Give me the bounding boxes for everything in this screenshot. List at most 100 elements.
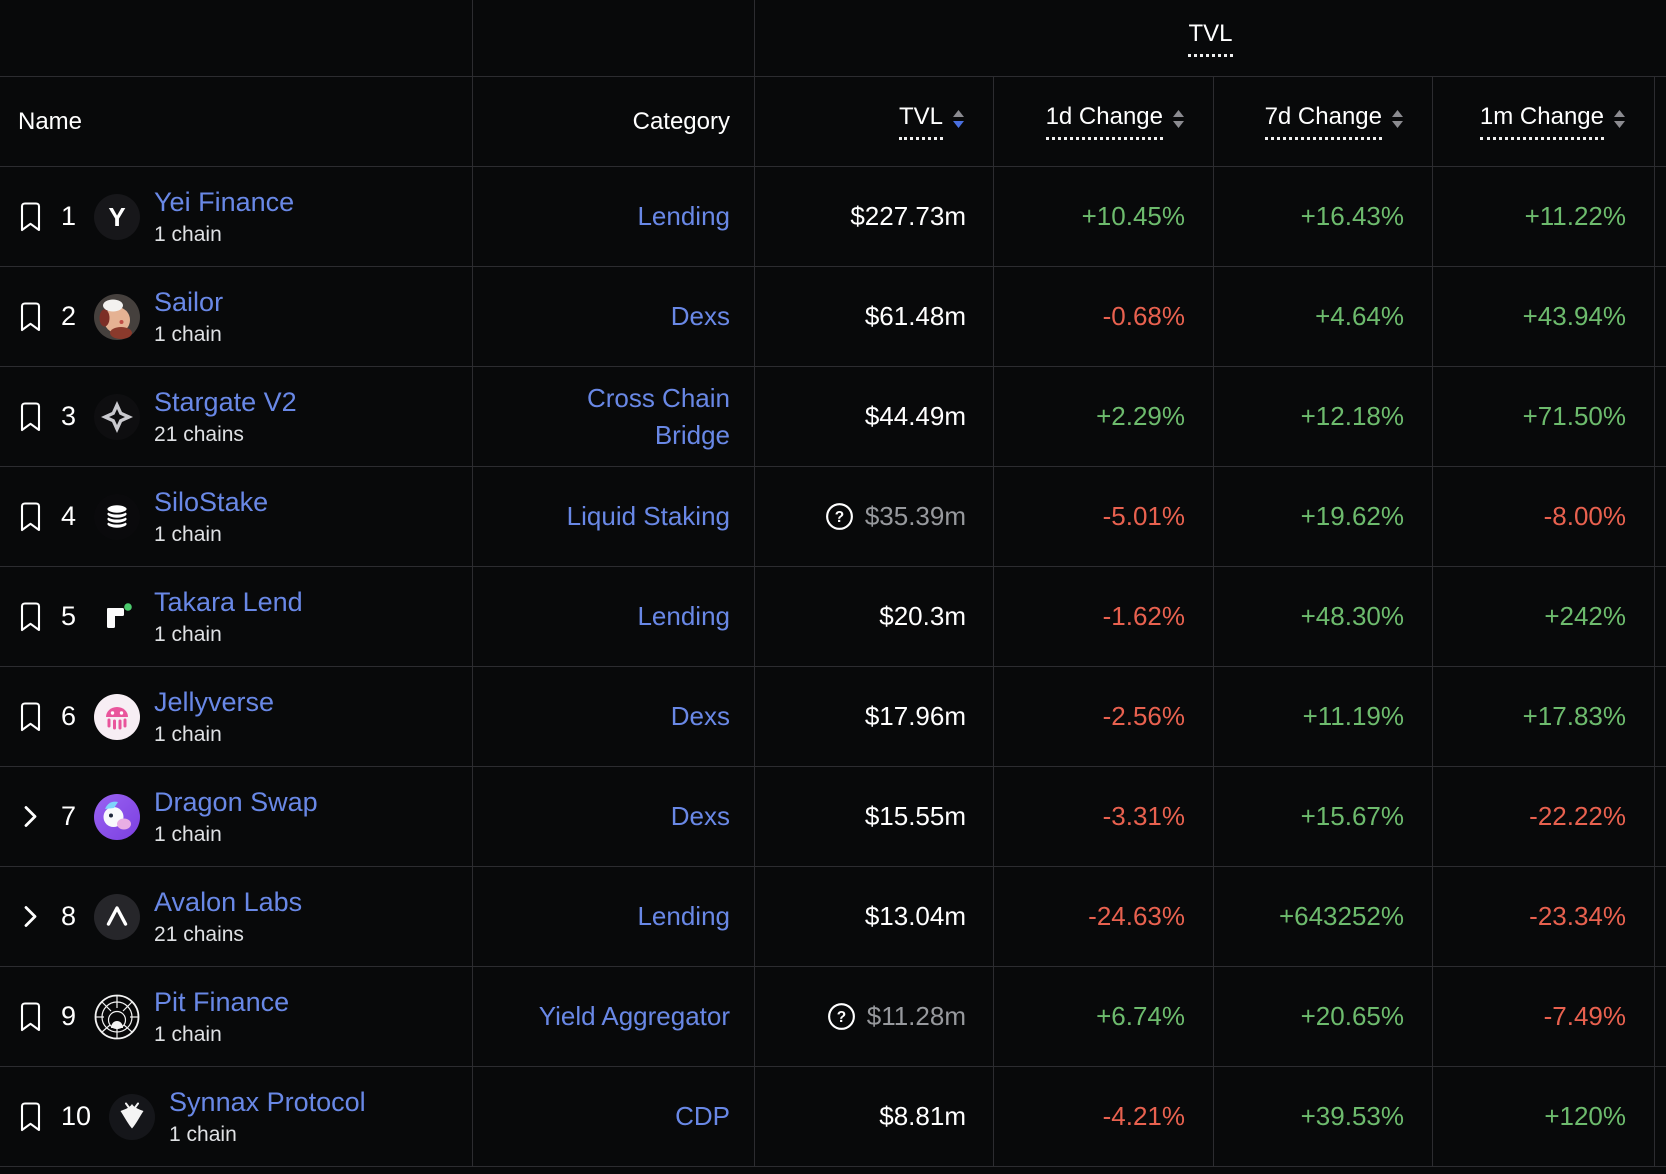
protocol-name-link[interactable]: Jellyverse bbox=[154, 686, 275, 717]
tvl-value: $11.28m bbox=[866, 1001, 966, 1031]
protocol-name-link[interactable]: Takara Lend bbox=[154, 586, 303, 617]
change-7d-cell: +20.65% bbox=[1214, 967, 1433, 1066]
category-cell: Lending bbox=[473, 567, 755, 666]
bookmark-icon bbox=[20, 501, 40, 531]
category-column-header: Category bbox=[473, 77, 755, 166]
bookmark-icon bbox=[20, 701, 40, 731]
row-filler bbox=[1655, 867, 1666, 966]
category-link[interactable]: Cross Chain Bridge bbox=[586, 382, 730, 450]
bookmark-icon bbox=[20, 201, 40, 231]
change-1m-value: -22.22% bbox=[1529, 801, 1626, 831]
row-filler bbox=[1655, 1067, 1666, 1166]
protocol-name-link[interactable]: SiloStake bbox=[154, 486, 269, 517]
sailor-logo bbox=[94, 293, 141, 340]
rank-number: 3 bbox=[61, 401, 77, 431]
change-1d-value: +6.74% bbox=[1096, 1001, 1185, 1031]
change-1m-cell: -8.00% bbox=[1433, 467, 1655, 566]
protocol-name-link[interactable]: Dragon Swap bbox=[154, 786, 318, 817]
question-circle-icon: ? bbox=[827, 1003, 855, 1030]
synnax-protocol-logo bbox=[109, 1093, 156, 1140]
category-link[interactable]: Dexs bbox=[670, 301, 730, 332]
change-1d-value: -2.56% bbox=[1102, 701, 1185, 731]
change-1d-cell: -3.31% bbox=[994, 767, 1214, 866]
row-filler bbox=[1655, 467, 1666, 566]
name-cell: 2 Sailor 1 chain bbox=[0, 267, 473, 366]
change-1d-cell: -0.68% bbox=[994, 267, 1214, 366]
bookmark-icon bbox=[20, 1101, 40, 1131]
question-circle-icon[interactable]: ? bbox=[825, 502, 854, 531]
rank-number: 5 bbox=[61, 601, 77, 631]
svg-text:Y: Y bbox=[108, 202, 125, 232]
category-link[interactable]: Lending bbox=[637, 901, 730, 932]
change-1d-cell: -2.56% bbox=[994, 667, 1214, 766]
change-7d-column-header[interactable]: 7d Change bbox=[1214, 77, 1433, 166]
category-link[interactable]: Yield Aggregator bbox=[538, 1001, 730, 1032]
category-link[interactable]: CDP bbox=[675, 1101, 730, 1132]
bookmark-button[interactable] bbox=[18, 301, 42, 332]
column-header-row: Name Category TVL 1d Change 7d Change 1m… bbox=[0, 77, 1666, 167]
protocol-name-link[interactable]: Stargate V2 bbox=[154, 386, 297, 417]
protocol-name-link[interactable]: Synnax Protocol bbox=[169, 1086, 366, 1117]
change-1m-cell: +120% bbox=[1433, 1067, 1655, 1166]
change-7d-value: +15.67% bbox=[1300, 801, 1404, 831]
group-header-tvl[interactable]: TVL bbox=[755, 0, 1666, 76]
change-1m-cell: +71.50% bbox=[1433, 367, 1655, 466]
tvl-column-header[interactable]: TVL bbox=[755, 77, 994, 166]
change-7d-value: +39.53% bbox=[1300, 1101, 1404, 1131]
change-1d-value: -4.21% bbox=[1102, 1101, 1185, 1131]
category-cell: Dexs bbox=[473, 767, 755, 866]
change-7d-cell: +4.64% bbox=[1214, 267, 1433, 366]
change-1m-cell: +11.22% bbox=[1433, 167, 1655, 266]
rank-number: 6 bbox=[61, 701, 77, 731]
header-filler bbox=[1655, 77, 1666, 166]
tvl-cell: $13.04m bbox=[755, 867, 994, 966]
bookmark-button[interactable] bbox=[18, 501, 42, 532]
table-body: 1 Y Yei Finance 1 chain Lending $227.73m… bbox=[0, 167, 1666, 1167]
category-link[interactable]: Lending bbox=[637, 201, 730, 232]
change-1d-value: -0.68% bbox=[1102, 301, 1185, 331]
bookmark-button[interactable] bbox=[18, 701, 42, 732]
tvl-cell: ? $11.28m bbox=[755, 967, 994, 1066]
row-filler bbox=[1655, 667, 1666, 766]
change-1d-column-header[interactable]: 1d Change bbox=[994, 77, 1214, 166]
name-cell: 5 Takara Lend 1 chain bbox=[0, 567, 473, 666]
chain-count-label: 1 chain bbox=[154, 523, 222, 547]
change-7d-cell: +11.19% bbox=[1214, 667, 1433, 766]
category-link[interactable]: Dexs bbox=[670, 801, 730, 832]
bookmark-button[interactable] bbox=[18, 401, 42, 432]
change-1m-column-header[interactable]: 1m Change bbox=[1433, 77, 1655, 166]
bookmark-button[interactable] bbox=[18, 601, 42, 632]
protocol-name-link[interactable]: Avalon Labs bbox=[154, 886, 303, 917]
tvl-value: $44.49m bbox=[864, 401, 966, 431]
bookmark-button[interactable] bbox=[18, 201, 42, 232]
change-1m-value: -23.34% bbox=[1529, 901, 1626, 931]
change-1d-cell: -1.62% bbox=[994, 567, 1214, 666]
row-filler bbox=[1655, 767, 1666, 866]
chain-count-label: 21 chains bbox=[154, 423, 244, 447]
group-header-name-spacer bbox=[0, 0, 473, 76]
category-link[interactable]: Liquid Staking bbox=[566, 501, 730, 532]
tvl-value: $17.96m bbox=[864, 701, 966, 731]
protocol-name-block: Pit Finance 1 chain bbox=[154, 986, 289, 1047]
svg-text:?: ? bbox=[835, 509, 844, 526]
tvl-cell: $227.73m bbox=[755, 167, 994, 266]
change-1m-value: +11.22% bbox=[1524, 201, 1626, 231]
category-link[interactable]: Lending bbox=[637, 601, 730, 632]
change-7d-value: +19.62% bbox=[1300, 501, 1404, 531]
bookmark-button[interactable] bbox=[18, 1001, 42, 1032]
question-circle-icon[interactable]: ? bbox=[827, 1002, 856, 1031]
category-cell: CDP bbox=[473, 1067, 755, 1166]
expand-chevron-button[interactable] bbox=[18, 904, 42, 929]
protocol-name-link[interactable]: Sailor bbox=[154, 286, 224, 317]
table-row: 6 Jellyverse 1 chain Dexs $17.96m -2.56%… bbox=[0, 667, 1666, 767]
protocol-name-block: Yei Finance 1 chain bbox=[154, 186, 294, 247]
change-1d-value: -1.62% bbox=[1102, 601, 1185, 631]
name-cell: 6 Jellyverse 1 chain bbox=[0, 667, 473, 766]
category-link[interactable]: Dexs bbox=[670, 701, 730, 732]
expand-chevron-button[interactable] bbox=[18, 804, 42, 829]
protocol-name-link[interactable]: Pit Finance bbox=[154, 986, 290, 1017]
tvl-cell: $17.96m bbox=[755, 667, 994, 766]
chain-count-label: 1 chain bbox=[154, 723, 222, 747]
protocol-name-link[interactable]: Yei Finance bbox=[154, 186, 295, 217]
bookmark-button[interactable] bbox=[18, 1101, 42, 1132]
